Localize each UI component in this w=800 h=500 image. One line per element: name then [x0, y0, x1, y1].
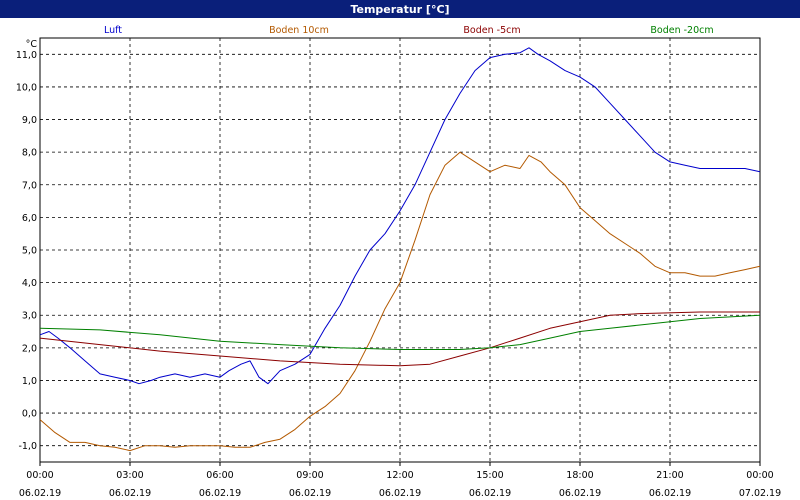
x-tick-time-label: 15:00 [476, 470, 503, 481]
legend-entry: Boden -5cm [463, 25, 520, 36]
x-tick-time-label: 18:00 [566, 470, 593, 481]
legend-entry: Luft [104, 25, 122, 36]
y-tick-label: 1,0 [22, 376, 37, 387]
y-tick-label: -1,0 [18, 441, 37, 452]
x-tick-time-label: 12:00 [386, 470, 413, 481]
x-tick-date-label: 06.02.19 [199, 488, 241, 499]
series-line-boden-20cm [39, 314, 761, 350]
y-axis-label: °C [26, 39, 38, 50]
window-title: Temperatur [°C] [350, 2, 450, 16]
y-tick-label: 5,0 [22, 246, 37, 257]
y-tick-label: 7,0 [22, 180, 37, 191]
x-tick-date-label: 06.02.19 [19, 488, 61, 499]
y-tick-label: 9,0 [22, 115, 37, 126]
x-tick-date-label: 06.02.19 [379, 488, 421, 499]
y-tick-label: 0,0 [22, 409, 37, 420]
y-tick-label: 2,0 [22, 343, 37, 354]
x-tick-time-label: 00:00 [26, 470, 53, 481]
series-line-boden-5cm [39, 311, 760, 367]
y-tick-label: 11,0 [16, 50, 37, 61]
window-title-bar: Temperatur [°C] [0, 0, 800, 18]
x-tick-time-label: 00:00 [746, 470, 773, 481]
temperature-chart: -1,0 0,0 1,0 2,0 3,0 4,0 5,0 6,0 7,0 8,0 9,0 10,0 11… [16, 25, 781, 499]
x-tick-date-label: 06.02.19 [649, 488, 691, 499]
x-tick-date-label: 07.02.19 [739, 488, 781, 499]
series-line-boden-10cm [39, 151, 761, 452]
x-tick-date-label: 06.02.19 [289, 488, 331, 499]
x-tick-time-label: 09:00 [296, 470, 323, 481]
x-tick-time-label: 21:00 [656, 470, 683, 481]
y-tick-label: 10,0 [16, 82, 37, 93]
x-tick-time-label: 03:00 [116, 470, 143, 481]
x-tick-date-label: 06.02.19 [469, 488, 511, 499]
y-tick-label: 6,0 [22, 213, 37, 224]
y-tick-label: 4,0 [22, 278, 37, 289]
x-tick-time-label: 06:00 [206, 470, 233, 481]
legend-entry: Boden 10cm [269, 25, 329, 36]
x-tick-date-label: 06.02.19 [109, 488, 151, 499]
legend-entry: Boden -20cm [650, 25, 713, 36]
y-tick-label: 8,0 [22, 148, 37, 159]
series-line-luft [39, 47, 761, 385]
x-tick-date-label: 06.02.19 [559, 488, 601, 499]
y-tick-label: 3,0 [22, 311, 37, 322]
